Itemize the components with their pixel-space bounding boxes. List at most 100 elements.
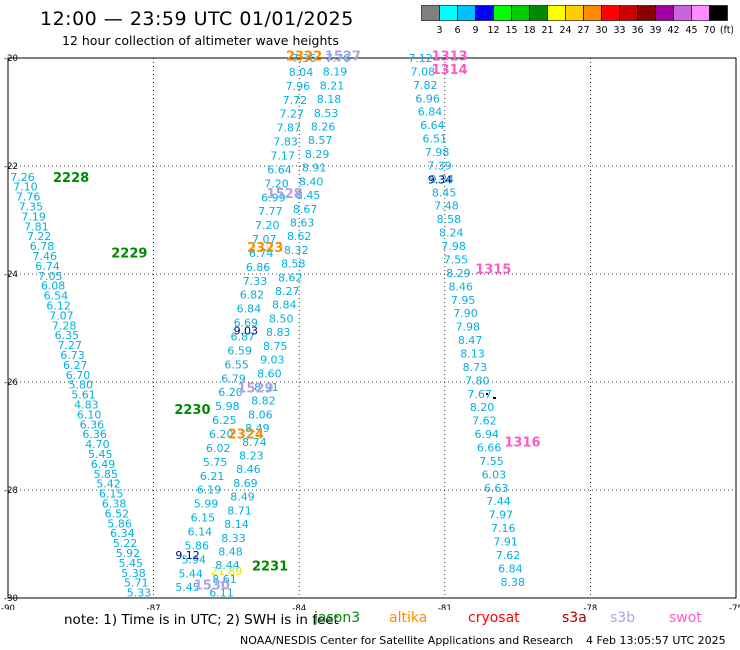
wave-height-value: 7.10 xyxy=(13,181,38,194)
wave-height-value: 6.20 xyxy=(209,428,234,441)
wave-height-value: 8.48 xyxy=(218,545,243,558)
wave-height-value: 6.15 xyxy=(99,488,124,501)
wave-height-value: 7.67 xyxy=(467,388,492,401)
wave-height-value: 8.62 xyxy=(278,271,303,284)
wave-height-value: 7.08 xyxy=(411,65,436,78)
wave-height-value: 8.57 xyxy=(308,134,333,147)
wave-height-value: 5.92 xyxy=(116,547,141,560)
lon-tick-label: -90 xyxy=(1,604,15,610)
wave-height-value: 8.38 xyxy=(500,576,525,589)
wave-height-value: 7.81 xyxy=(24,220,49,233)
wave-height-value: 8.58 xyxy=(281,258,306,271)
wave-height-value: 8.82 xyxy=(251,395,276,408)
wave-height-value: 6.64 xyxy=(420,119,445,132)
wave-height-value: 6.69 xyxy=(234,317,259,330)
wave-height-value-high: 9.03 xyxy=(234,325,259,338)
pass-number-label: 2228 xyxy=(53,171,89,186)
wave-height-value: 8.23 xyxy=(239,450,264,463)
wave-height-value: 5.94 xyxy=(181,553,206,566)
wave-height-value: 8.46 xyxy=(448,280,473,293)
wave-height-value: 8.33 xyxy=(221,532,246,545)
lat-tick-label: -30 xyxy=(4,594,18,604)
land-dot xyxy=(493,397,496,399)
wave-height-value: 7.07 xyxy=(49,309,74,322)
wave-height-value: 6.78 xyxy=(30,240,55,253)
note-text: note: 1) Time is in UTC; 2) SWH is in fe… xyxy=(64,612,339,628)
wave-height-value: 7.16 xyxy=(491,522,516,535)
wave-height-value: 5.86 xyxy=(107,517,132,530)
satellite-legend-altika: altika xyxy=(389,610,428,626)
wave-height-value: 5.45 xyxy=(175,581,200,594)
pass-number-label: 2231 xyxy=(252,560,288,575)
wave-height-value: 6.66 xyxy=(477,441,502,454)
wave-height-value: 7.28 xyxy=(52,319,77,332)
wave-height-value: 6.21 xyxy=(200,470,225,483)
colorbar-swatch xyxy=(709,5,728,21)
wave-height-value: 6.87 xyxy=(230,331,255,344)
wave-height-value: 7.55 xyxy=(444,253,469,266)
land-dot xyxy=(486,393,488,395)
wave-height-value: 6.70 xyxy=(66,369,91,382)
lat-tick-label: -22 xyxy=(4,162,18,172)
wave-height-value: 7.36 xyxy=(292,52,317,65)
wave-height-value: 8.46 xyxy=(236,463,261,476)
wave-height-value: 6.11 xyxy=(209,587,234,600)
wave-height-value: 6.20 xyxy=(218,386,243,399)
wave-height-value: 8.73 xyxy=(463,361,488,374)
wave-height-value: 6.55 xyxy=(224,358,249,371)
colorbar-label: 39 xyxy=(649,25,661,36)
lon-tick-label: -84 xyxy=(292,604,306,610)
wave-height-value: 8.06 xyxy=(248,408,273,421)
colorbar-label: 30 xyxy=(595,25,607,36)
pass-number-label: 1316 xyxy=(504,435,540,450)
wave-height-value: 6.86 xyxy=(246,261,271,274)
wave-height-value: 8.58 xyxy=(437,213,462,226)
satellite-legend-jason3: jason3 xyxy=(314,610,361,626)
colorbar-label: 12 xyxy=(487,25,499,36)
wave-height-value: 7.87 xyxy=(276,122,301,135)
wave-height-value: 7.35 xyxy=(19,201,44,214)
colorbar-unit: (ft) xyxy=(720,25,733,36)
wave-height-value: 7.98 xyxy=(425,146,450,159)
wave-height-value: 8.32 xyxy=(284,244,309,257)
map-title: 12:00 — 23:59 UTC 01/01/2025 xyxy=(40,8,354,30)
colorbar-label: 3 xyxy=(436,25,442,36)
wave-height-value: 7.72 xyxy=(283,94,308,107)
wave-height-value: 6.14 xyxy=(188,525,213,538)
wave-height-value: 5.71 xyxy=(124,577,149,590)
wave-height-value: 9.03 xyxy=(260,354,285,367)
credit-text: NOAA/NESDIS Center for Satellite Applica… xyxy=(240,634,574,647)
pass-number-label: 1527 xyxy=(325,49,361,64)
wave-height-value: 8.91 xyxy=(254,381,279,394)
wave-height-value: 6.52 xyxy=(105,507,130,520)
wave-height-value: 8.21 xyxy=(320,79,345,92)
wave-height-value: 8.20 xyxy=(470,401,495,414)
wave-height-value: 8.91 xyxy=(302,162,327,175)
wave-height-value: 7.33 xyxy=(243,275,268,288)
satellite-legend-cryosat: cryosat xyxy=(468,610,520,626)
wave-height-value: 6.84 xyxy=(237,303,262,316)
colorbar-label: 45 xyxy=(685,25,697,36)
map-subtitle: 12 hour collection of altimeter wave hei… xyxy=(62,33,339,48)
wave-height-value: 6.38 xyxy=(102,498,127,511)
wave-height-value: 5.42 xyxy=(96,478,121,491)
wave-height-value: 8.83 xyxy=(266,326,291,339)
wave-height-value: 6.35 xyxy=(55,329,80,342)
wave-height-value: 7.12 xyxy=(408,52,433,65)
wave-height-value: 8.29 xyxy=(446,267,471,280)
wave-height-value: 6.96 xyxy=(415,92,440,105)
wave-height-value: 6.03 xyxy=(482,468,507,481)
wave-height-value: 7.22 xyxy=(27,230,52,243)
wave-height-value: 8.24 xyxy=(439,227,464,240)
colorbar-label: 33 xyxy=(613,25,625,36)
wave-height-value: 8.18 xyxy=(317,93,342,106)
wave-height-value: 6.79 xyxy=(221,372,246,385)
pass-number-label: 1314 xyxy=(432,63,468,78)
wave-height-value: 6.36 xyxy=(80,418,105,431)
wave-height-value: 6.02 xyxy=(206,442,231,455)
wave-height-value: 5.45 xyxy=(88,448,113,461)
colorbar-label: 24 xyxy=(559,25,571,36)
wave-height-value: 4.83 xyxy=(74,399,99,412)
wave-height-value: 5.98 xyxy=(215,400,240,413)
lon-tick-label: -87 xyxy=(147,604,161,610)
